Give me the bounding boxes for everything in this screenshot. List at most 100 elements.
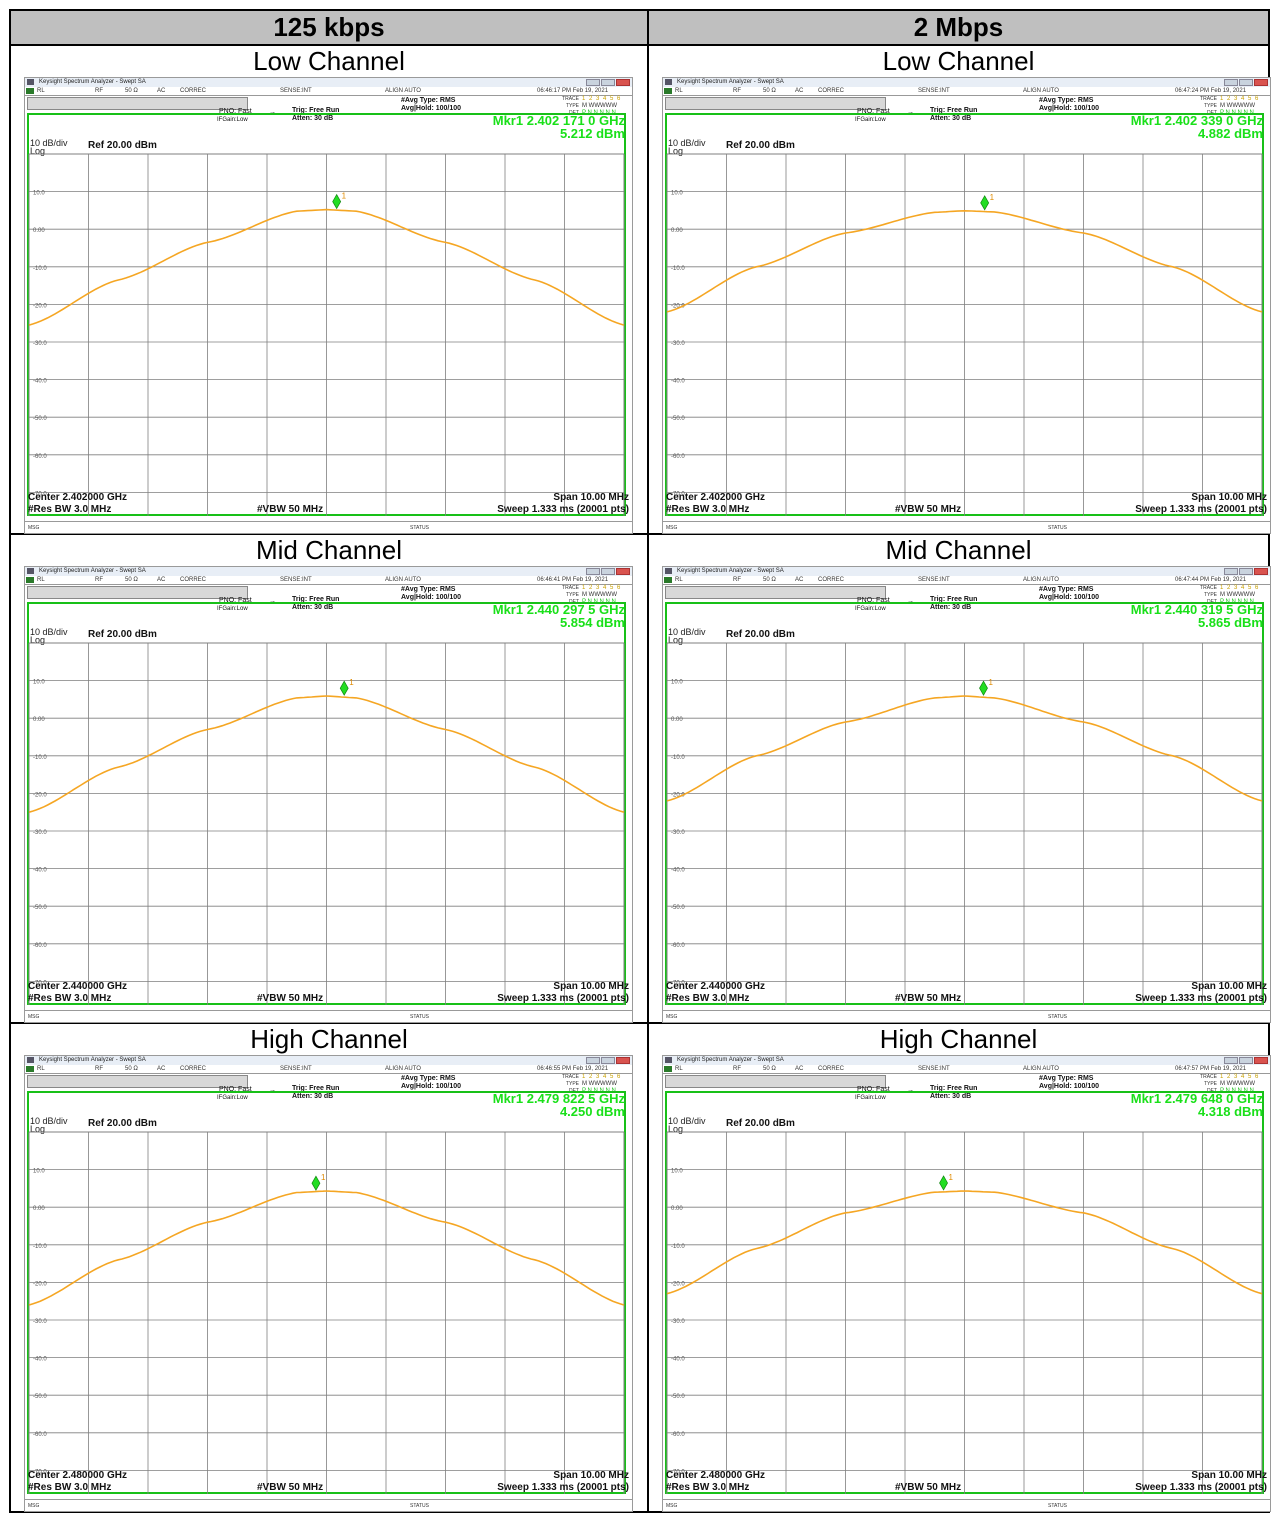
impedance-label: 50 Ω xyxy=(125,88,138,94)
y-tick-label: 0.00 xyxy=(671,717,683,723)
app-icon xyxy=(665,568,672,574)
channel-label: Mid Channel xyxy=(256,535,402,565)
pno-text: PNO: Fast xyxy=(857,108,890,115)
rl-label: RL xyxy=(675,1066,683,1072)
correc-label: CORREC xyxy=(818,577,845,583)
window-titlebar: Keysight Spectrum Analyzer - Swept SA xyxy=(663,1056,1270,1065)
y-tick-label: 0.00 xyxy=(671,228,683,234)
ifgain-text: IFGain:Low xyxy=(217,606,248,612)
rf-label: RF xyxy=(733,577,741,583)
maximize-button[interactable] xyxy=(1239,1057,1253,1064)
scale-log: Log xyxy=(668,146,684,156)
spectrum-plot: 10.0 0.00 -10.0 -20.0 -30.0 -40.0 -50.0 -60.0 -7… xyxy=(666,1131,1263,1494)
scale-div: 10 dB/div xyxy=(30,138,68,148)
res-bw: #Res BW 3.0 MHz xyxy=(28,504,112,515)
minimize-button[interactable] xyxy=(586,1057,600,1064)
marker-diamond xyxy=(332,193,342,210)
maximize-button[interactable] xyxy=(601,79,615,86)
minimize-button[interactable] xyxy=(586,568,600,575)
message-box xyxy=(27,1075,248,1088)
msg-label: MSG xyxy=(666,1014,678,1020)
minimize-button[interactable] xyxy=(1224,79,1238,86)
close-button[interactable] xyxy=(616,568,630,575)
app-icon xyxy=(27,79,34,85)
y-tick-label: 10.0 xyxy=(33,1169,45,1175)
status-label: STATUS xyxy=(1048,1014,1067,1020)
type-values: M WWWWW xyxy=(582,1081,617,1087)
marker-readout: Mkr1 2.402 171 0 GHz 5.212 dBm xyxy=(493,114,625,140)
ac-label: AC xyxy=(157,1066,166,1072)
avg-type-text: #Avg Type: RMS xyxy=(401,97,456,104)
y-tick-label: -30.0 xyxy=(671,341,685,347)
window-title: Keysight Spectrum Analyzer - Swept SA xyxy=(39,568,146,574)
y-tick-label: -10.0 xyxy=(671,266,685,272)
vbw: #VBW 50 MHz xyxy=(257,504,324,515)
ac-label: AC xyxy=(795,88,804,94)
marker-level: 5.865 dBm xyxy=(1197,615,1263,630)
y-tick-label: -70.0 xyxy=(671,1469,685,1475)
ac-label: AC xyxy=(795,577,804,583)
marker-number: 1 xyxy=(321,1173,326,1182)
atten-text: Atten: 30 dB xyxy=(930,1093,972,1100)
sense-label: SENSE:INT xyxy=(918,577,950,583)
y-tick-label: -40.0 xyxy=(671,1357,685,1363)
y-tick-label: -70.0 xyxy=(671,491,685,497)
type-values: M WWWWW xyxy=(1220,1081,1255,1087)
avg-type-text: #Avg Type: RMS xyxy=(1039,586,1094,593)
ref-level: Ref 20.00 dBm xyxy=(88,140,157,151)
maximize-button[interactable] xyxy=(1239,568,1253,575)
maximize-button[interactable] xyxy=(601,1057,615,1064)
trace-label: TRACE xyxy=(1200,1074,1217,1080)
align-label: ALIGN AUTO xyxy=(385,577,421,583)
y-tick-label: -40.0 xyxy=(33,379,47,385)
pno-text: PNO: Fast xyxy=(219,597,252,604)
instrument-icon xyxy=(26,1066,34,1072)
ac-label: AC xyxy=(795,1066,804,1072)
impedance-label: 50 Ω xyxy=(763,577,776,583)
marker-level: 5.854 dBm xyxy=(559,615,625,630)
y-tick-label: -20.0 xyxy=(33,1281,47,1287)
type-values: M WWWWW xyxy=(582,592,617,598)
y-tick-label: 10.0 xyxy=(671,1169,683,1175)
maximize-button[interactable] xyxy=(1239,79,1253,86)
res-bw: #Res BW 3.0 MHz xyxy=(666,504,750,515)
marker-number: 1 xyxy=(990,193,995,202)
rl-label: RL xyxy=(37,577,45,583)
sense-label: SENSE:INT xyxy=(918,1066,950,1072)
close-button[interactable] xyxy=(1254,568,1268,575)
scale-div: 10 dB/div xyxy=(668,138,706,148)
message-box xyxy=(665,97,886,110)
status-row: RL RF 50 Ω AC CORREC SENSE:INT ALIGN AUT… xyxy=(25,87,632,96)
ifgain-text: IFGain:Low xyxy=(855,1095,886,1101)
type-label: TYPE xyxy=(1203,592,1217,598)
center-frequency: Center 2.440000 GHz xyxy=(666,981,765,992)
ifgain-text: IFGain:Low xyxy=(217,1095,248,1101)
spectrum-analyzer-screenshot: Keysight Spectrum Analyzer - Swept SA RL… xyxy=(662,77,1271,534)
timestamp: 06:47:24 PM Feb 19, 2021 xyxy=(1175,88,1247,94)
sense-label: SENSE:INT xyxy=(280,577,312,583)
y-tick-label: -10.0 xyxy=(671,755,685,761)
message-bar: MSG STATUS xyxy=(663,1499,1270,1511)
close-button[interactable] xyxy=(1254,1057,1268,1064)
maximize-button[interactable] xyxy=(601,568,615,575)
sweep: Sweep 1.333 ms (20001 pts) xyxy=(497,1482,629,1493)
trace-line xyxy=(666,695,1263,802)
spectrum-plot: 10.0 0.00 -10.0 -20.0 -30.0 -40.0 -50.0 -60.0 -7… xyxy=(666,153,1263,516)
y-tick-label: -60.0 xyxy=(33,1432,47,1438)
close-button[interactable] xyxy=(1254,79,1268,86)
spectrum-analyzer-screenshot: Keysight Spectrum Analyzer - Swept SA RL… xyxy=(24,77,633,534)
y-tick-label: -60.0 xyxy=(671,1432,685,1438)
marker-frequency: Mkr1 2.479 822 5 GHz xyxy=(492,1091,625,1106)
minimize-button[interactable] xyxy=(586,79,600,86)
spectrum-plot: 10.0 0.00 -10.0 -20.0 -30.0 -40.0 -50.0 -60.0 -7… xyxy=(666,642,1263,1005)
minimize-button[interactable] xyxy=(1224,1057,1238,1064)
window-titlebar: Keysight Spectrum Analyzer - Swept SA xyxy=(663,567,1270,576)
rf-label: RF xyxy=(95,577,103,583)
close-button[interactable] xyxy=(616,79,630,86)
minimize-button[interactable] xyxy=(1224,568,1238,575)
center-frequency: Center 2.480000 GHz xyxy=(666,1470,765,1481)
scale-label: 10 dB/div Log xyxy=(30,628,68,645)
timestamp: 06:46:41 PM Feb 19, 2021 xyxy=(537,577,609,583)
scale-label: 10 dB/div Log xyxy=(668,628,706,645)
close-button[interactable] xyxy=(616,1057,630,1064)
